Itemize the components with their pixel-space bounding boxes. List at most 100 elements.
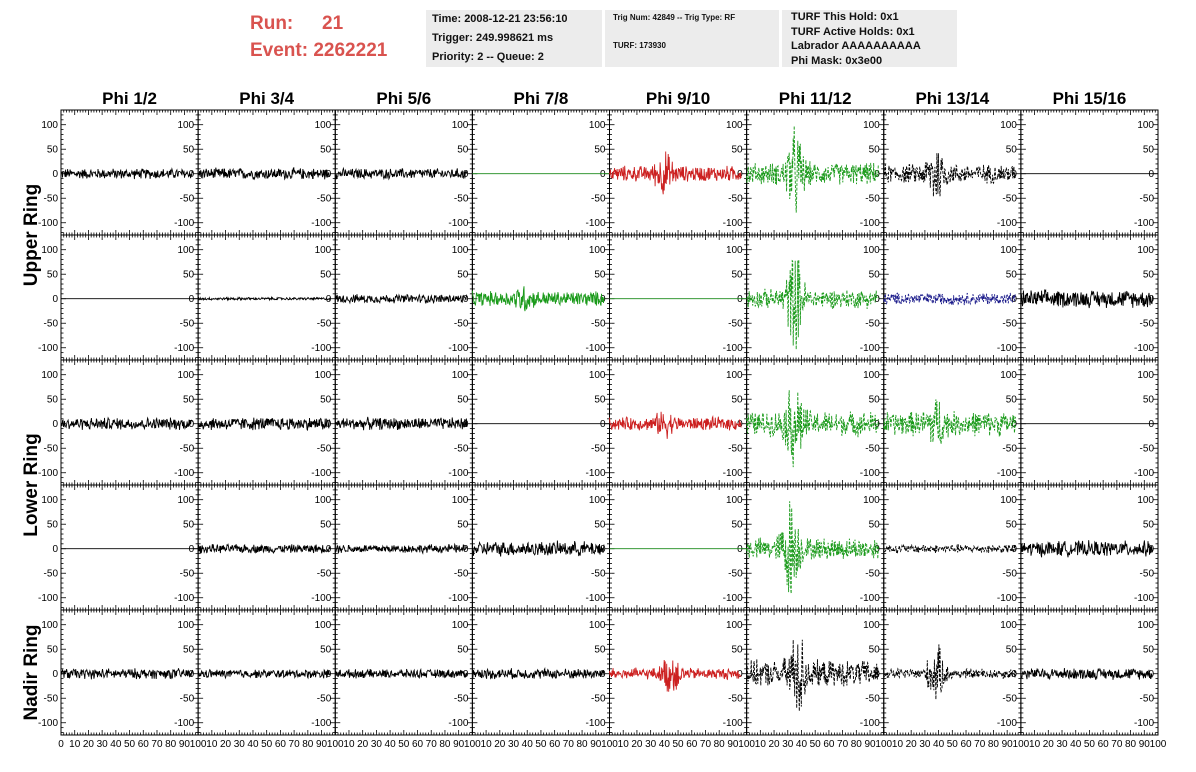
y-tick-label: -50 xyxy=(317,319,332,330)
y-tick-label: 100 xyxy=(177,370,194,381)
y-tick-label: -50 xyxy=(1002,569,1017,580)
y-tick-label: 50 xyxy=(47,270,59,281)
trig-num-text: Trig Num: 42849 -- Trig Type: RF xyxy=(613,13,736,22)
waveform-trace xyxy=(883,543,1016,554)
y-tick-label: 100 xyxy=(452,370,469,381)
y-tick-label: 100 xyxy=(315,245,332,256)
y-tick-label: -100 xyxy=(585,593,605,604)
y-tick-label: -100 xyxy=(1134,218,1154,229)
waveform-trace xyxy=(197,543,331,555)
y-tick-label: -100 xyxy=(38,218,58,229)
time-info-box: Time: 2008-12-21 23:56:10 Trigger: 249.9… xyxy=(426,10,602,67)
y-tick-label: -50 xyxy=(865,444,880,455)
y-tick-label: 100 xyxy=(726,245,743,256)
y-tick-label: -50 xyxy=(317,444,332,455)
y-tick-label: -50 xyxy=(728,444,743,455)
y-tick-label: -100 xyxy=(1134,343,1154,354)
y-tick-label: 0 xyxy=(600,169,606,180)
y-tick-label: 100 xyxy=(1000,495,1017,506)
y-tick-label: -50 xyxy=(454,569,469,580)
waveform-trace xyxy=(746,259,879,350)
y-tick-label: -50 xyxy=(728,569,743,580)
y-tick-label: 100 xyxy=(863,120,880,131)
y-tick-label: 50 xyxy=(47,395,59,406)
y-tick-label: -100 xyxy=(860,218,880,229)
y-tick-label: -100 xyxy=(997,218,1017,229)
turf-info-box: TURF This Hold: 0x1 TURF Active Holds: 0… xyxy=(782,10,957,67)
run-label: Run: xyxy=(250,13,294,34)
y-tick-label: -50 xyxy=(1002,319,1017,330)
y-tick-label: 50 xyxy=(457,520,469,531)
y-tick-label: -100 xyxy=(311,468,331,479)
y-tick-label: 0 xyxy=(189,294,195,305)
y-tick-label: -50 xyxy=(591,319,606,330)
y-tick-label: 100 xyxy=(452,245,469,256)
event-label: Event: xyxy=(250,40,309,61)
y-tick-label: -50 xyxy=(865,194,880,205)
waveform-trace xyxy=(197,295,331,302)
waveform-trace xyxy=(1020,288,1153,309)
y-tick-label: 50 xyxy=(869,395,881,406)
y-tick-label: 100 xyxy=(315,120,332,131)
row-label: Upper Ring xyxy=(21,184,42,286)
y-tick-label: -50 xyxy=(44,194,59,205)
y-tick-label: 100 xyxy=(1000,120,1017,131)
y-tick-label: 0 xyxy=(1148,294,1154,305)
y-tick-label: -100 xyxy=(997,468,1017,479)
y-tick-label: 50 xyxy=(320,270,332,281)
y-tick-label: 50 xyxy=(457,270,469,281)
waveform-trace xyxy=(334,166,468,181)
y-tick-label: 0 xyxy=(52,544,58,555)
column-header: Phi 5/6 xyxy=(376,89,431,108)
y-tick-label: 50 xyxy=(1143,270,1155,281)
waveform-trace xyxy=(883,399,1016,445)
waveform-trace xyxy=(334,416,468,431)
column-header: Phi 11/12 xyxy=(779,89,852,108)
y-tick-label: -100 xyxy=(860,468,880,479)
y-tick-label: 50 xyxy=(320,395,332,406)
trigger-text: Trigger: 249.998621 ms xyxy=(432,32,554,44)
y-tick-label: -50 xyxy=(591,444,606,455)
y-tick-label: -50 xyxy=(44,444,59,455)
y-tick-label: 50 xyxy=(47,520,59,531)
y-tick-label: 0 xyxy=(874,544,880,555)
y-tick-label: 0 xyxy=(1148,169,1154,180)
column-header: Phi 9/10 xyxy=(646,89,710,108)
y-tick-label: -100 xyxy=(311,343,331,354)
y-tick-label: 100 xyxy=(726,120,743,131)
y-tick-label: -100 xyxy=(997,593,1017,604)
y-tick-label: 50 xyxy=(732,145,744,156)
y-tick-label: -100 xyxy=(448,343,468,354)
y-tick-label: -100 xyxy=(585,468,605,479)
time-text: Time: 2008-12-21 23:56:10 xyxy=(432,13,568,25)
y-tick-label: 100 xyxy=(863,370,880,381)
y-tick-label: 0 xyxy=(52,419,58,430)
y-tick-label: 50 xyxy=(594,145,606,156)
y-tick-label: -100 xyxy=(311,593,331,604)
y-tick-label: -100 xyxy=(1134,468,1154,479)
y-tick-label: 100 xyxy=(589,495,606,506)
y-tick-label: 50 xyxy=(732,395,744,406)
y-tick-label: -100 xyxy=(38,593,58,604)
y-tick-label: -100 xyxy=(174,593,194,604)
y-tick-label: 50 xyxy=(183,145,195,156)
y-tick-label: 100 xyxy=(1137,120,1154,131)
y-tick-label: -50 xyxy=(44,319,59,330)
y-tick-label: -100 xyxy=(585,343,605,354)
y-tick-label: -50 xyxy=(728,319,743,330)
y-tick-label: 100 xyxy=(863,245,880,256)
y-tick-label: 50 xyxy=(594,520,606,531)
run-event-box: Run: 21 Event: 2262221 xyxy=(250,10,387,64)
y-tick-label: 100 xyxy=(863,495,880,506)
y-tick-label: -50 xyxy=(728,194,743,205)
y-tick-label: 0 xyxy=(463,544,469,555)
y-tick-label: 0 xyxy=(52,169,58,180)
column-header: Phi 15/16 xyxy=(1053,89,1127,108)
column-header: Phi 1/2 xyxy=(102,89,157,108)
y-tick-label: 100 xyxy=(177,495,194,506)
y-tick-label: -100 xyxy=(448,218,468,229)
y-tick-label: -100 xyxy=(860,343,880,354)
y-tick-label: -50 xyxy=(180,194,195,205)
column-header: Phi 7/8 xyxy=(514,89,569,108)
